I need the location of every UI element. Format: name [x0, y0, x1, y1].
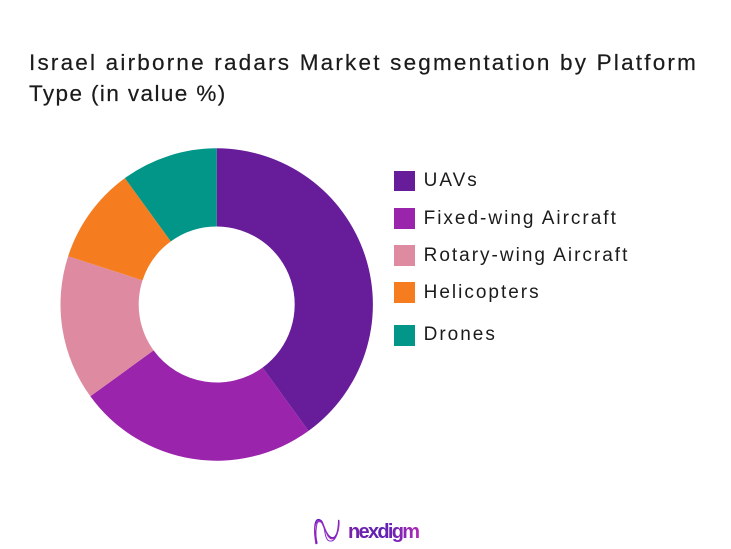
svg-text:nexdigm: nexdigm	[348, 521, 419, 543]
